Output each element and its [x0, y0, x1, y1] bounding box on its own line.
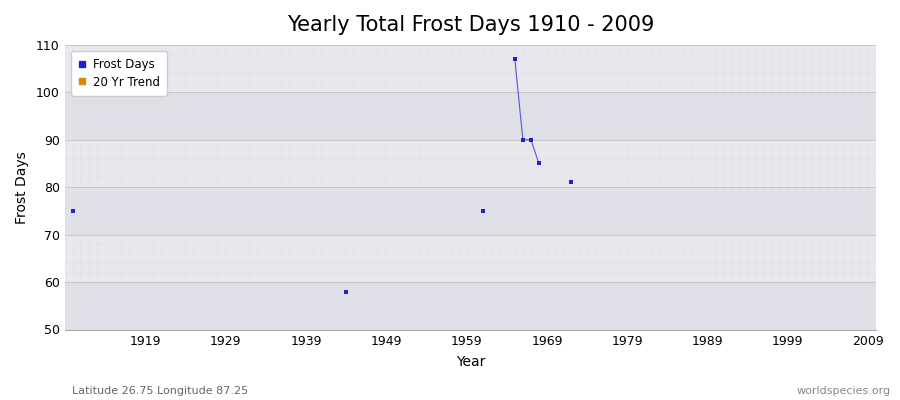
- Bar: [66, 235, 876, 282]
- Y-axis label: Frost Days: Frost Days: [15, 151, 29, 224]
- X-axis label: Year: Year: [456, 355, 485, 369]
- Bar: [66, 282, 876, 330]
- Bar: [66, 92, 876, 140]
- Legend: Frost Days, 20 Yr Trend: Frost Days, 20 Yr Trend: [71, 51, 166, 96]
- Text: Latitude 26.75 Longitude 87.25: Latitude 26.75 Longitude 87.25: [72, 386, 248, 396]
- Title: Yearly Total Frost Days 1910 - 2009: Yearly Total Frost Days 1910 - 2009: [287, 15, 654, 35]
- Bar: [66, 45, 876, 92]
- Text: worldspecies.org: worldspecies.org: [796, 386, 891, 396]
- Bar: [66, 187, 876, 235]
- Bar: [66, 140, 876, 187]
